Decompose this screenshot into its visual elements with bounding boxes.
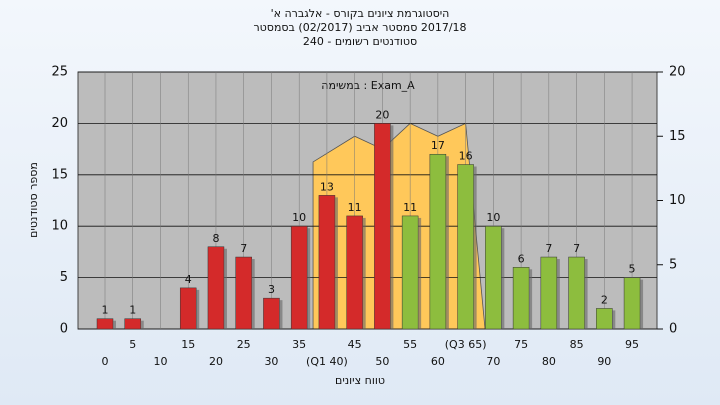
data-label: 1: [102, 304, 109, 317]
data-label: 20: [375, 108, 389, 121]
bar-shadow: [196, 289, 200, 329]
data-label: 11: [348, 201, 362, 214]
x-tick-label: 80: [542, 355, 556, 368]
y2-tick-label: 15: [669, 129, 686, 144]
data-label: 7: [545, 242, 552, 255]
bar: [429, 153, 447, 330]
x-tick-label: 60: [431, 355, 445, 368]
bar: [235, 256, 252, 330]
data-label: 10: [292, 211, 306, 224]
bar: [346, 215, 363, 330]
x-tick-label: (Q1 40): [306, 355, 348, 368]
bar-shadow: [223, 248, 227, 329]
data-label: 17: [431, 139, 445, 152]
y2-tick-label: 0: [669, 322, 677, 337]
bar: [207, 246, 225, 330]
x-tick-label: 30: [264, 355, 278, 368]
x-tick-label: 75: [514, 338, 528, 351]
bar: [485, 225, 502, 330]
x-tick-label: 20: [209, 355, 223, 368]
bar-shadow: [251, 259, 255, 329]
data-label: 3: [268, 283, 275, 296]
data-label: 13: [320, 180, 334, 193]
bar-shadow: [334, 197, 338, 329]
x-tick-label: 70: [486, 355, 500, 368]
data-label: 4: [185, 273, 192, 286]
y-tick-label: 0: [60, 322, 68, 337]
bar: [540, 256, 558, 330]
bar-shadow: [390, 125, 394, 330]
data-label: 8: [212, 232, 219, 245]
bar-shadow: [584, 259, 588, 329]
bar-shadow: [445, 156, 449, 329]
x-tick-label: 35: [292, 338, 306, 351]
y-tick-label: 25: [51, 65, 68, 80]
bar: [512, 267, 530, 330]
x-tick-label: (Q3 65): [445, 338, 487, 351]
x-tick-label: 25: [237, 338, 251, 351]
bar: [401, 215, 419, 330]
bar-shadow: [279, 300, 283, 329]
annotation: Exam_A : במשימה: [321, 79, 415, 92]
x-tick-label: 55: [403, 338, 417, 351]
y-axis-label: מספר סטודנטים: [27, 162, 40, 238]
bar: [124, 318, 141, 330]
data-label: 16: [459, 150, 473, 163]
bar-shadow: [473, 166, 477, 329]
bar-shadow: [529, 269, 533, 329]
bar-shadow: [556, 259, 560, 329]
x-tick-label: 45: [348, 338, 362, 351]
y2-tick-label: 10: [669, 193, 686, 208]
x-tick-label: 0: [102, 355, 109, 368]
bar: [623, 277, 641, 330]
x-tick-label: 10: [153, 355, 167, 368]
y-tick-label: 20: [51, 116, 68, 131]
y-tick-label: 15: [51, 167, 68, 182]
x-tick-label: 90: [597, 355, 611, 368]
bar-shadow: [307, 228, 311, 329]
data-label: 10: [486, 211, 500, 224]
data-label: 6: [518, 252, 525, 265]
data-label: 11: [403, 201, 417, 214]
bar: [263, 297, 280, 330]
bar-shadow: [501, 228, 505, 329]
bar-shadow: [362, 217, 366, 329]
chart-subtitle: סטודנטים רשומים - 240: [303, 35, 417, 48]
bar: [179, 287, 197, 330]
bar-shadow: [113, 320, 116, 329]
bar-shadow: [140, 320, 144, 329]
data-label: 7: [573, 242, 580, 255]
bar-shadow: [640, 279, 644, 329]
bar: [318, 195, 336, 330]
chart-title: היסטוגרמת ציונים בקורס - אלגברה א': [271, 7, 450, 20]
bar: [96, 318, 114, 330]
bar: [568, 256, 585, 330]
bar-shadow: [612, 310, 616, 329]
x-axis-label: טווח ציונים: [335, 374, 385, 387]
x-tick-label: 15: [181, 338, 195, 351]
chart-subtitle: 2017/18 סמסטר אביב (02/2017) בסמסטר: [253, 21, 466, 34]
y2-tick-label: 20: [669, 65, 686, 80]
data-label: 7: [240, 242, 247, 255]
bar: [457, 164, 474, 330]
x-tick-label: 50: [375, 355, 389, 368]
y-tick-label: 10: [51, 219, 68, 234]
data-label: 5: [629, 263, 636, 276]
bar-shadow: [418, 217, 422, 329]
y-tick-label: 5: [60, 270, 68, 285]
x-tick-label: 5: [129, 338, 136, 351]
bar: [596, 308, 613, 330]
data-label: 1: [129, 304, 136, 317]
x-tick-label: 85: [570, 338, 584, 351]
bar: [374, 123, 391, 330]
bar: [290, 225, 308, 330]
x-tick-label: 95: [625, 338, 639, 351]
y2-tick-label: 5: [669, 257, 677, 272]
data-label: 2: [601, 293, 608, 306]
